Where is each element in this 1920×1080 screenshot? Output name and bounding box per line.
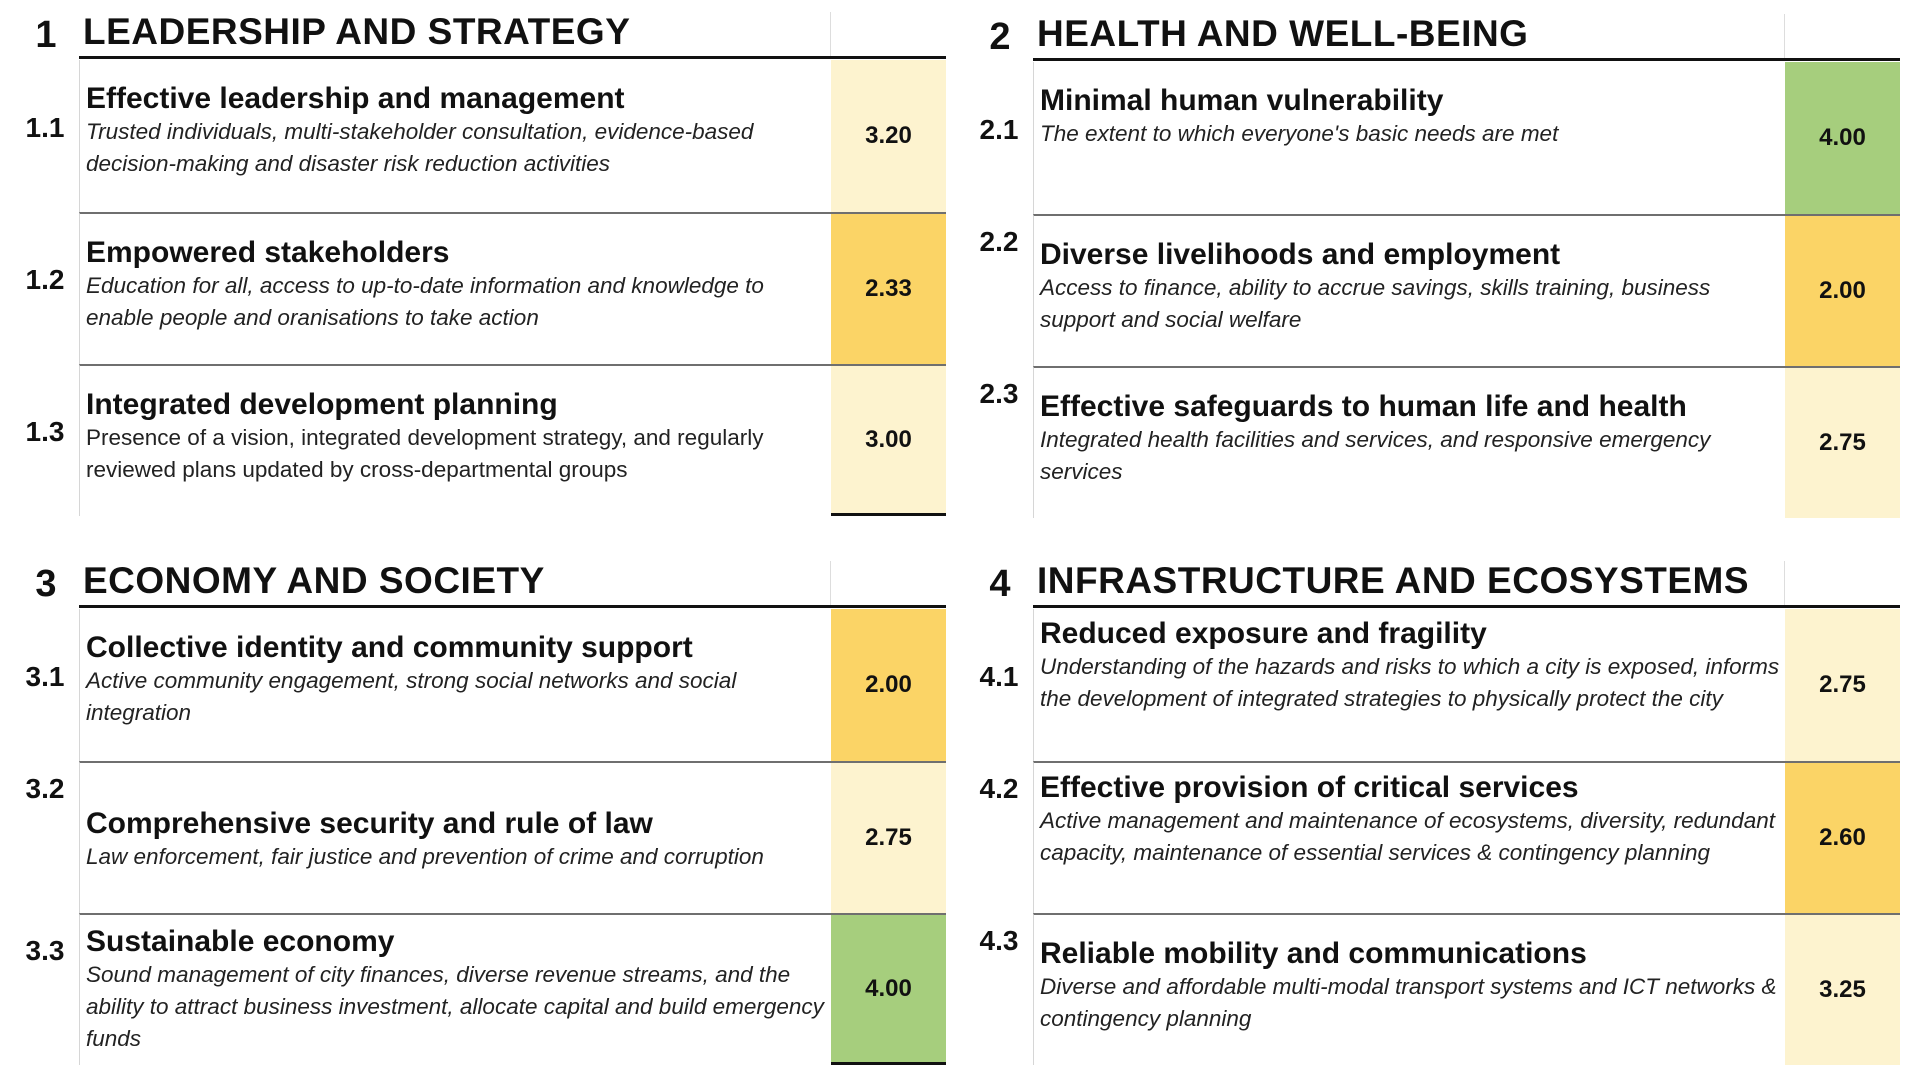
indicator-description: Presence of a vision, integrated develop… <box>86 425 764 482</box>
quadrant-infrastructure-ecosystems: 4 INFRASTRUCTURE AND ECOSYSTEMS 4.1 Redu… <box>960 555 1900 1065</box>
quadrant-header: 4 INFRASTRUCTURE AND ECOSYSTEMS <box>960 555 1900 609</box>
indicator-body: Diverse livelihoods and employment Acces… <box>1033 214 1785 366</box>
quadrant-economy-society: 3 ECONOMY AND SOCIETY 3.1 Collective ide… <box>6 555 946 1065</box>
indicator-row: 4.1 Reduced exposure and fragility Under… <box>960 609 1900 761</box>
indicator-row: 1.2 Empowered stakeholders Education for… <box>6 212 946 364</box>
score-column-header <box>830 12 946 56</box>
quadrant-header: 2 HEALTH AND WELL-BEING <box>960 8 1900 62</box>
quadrant-header: 3 ECONOMY AND SOCIETY <box>6 555 946 609</box>
indicator-score: 4.00 <box>1785 62 1900 214</box>
indicator-title: Diverse livelihoods and employment <box>1040 238 1561 271</box>
indicator-row: 2.2 Diverse livelihoods and employment A… <box>960 214 1900 366</box>
indicator-body: Reduced exposure and fragility Understan… <box>1033 609 1785 761</box>
indicator-number: 3.2 <box>25 773 65 804</box>
indicator-title: Reliable mobility and communications <box>1040 937 1587 970</box>
indicator-body: Integrated development planning Presence… <box>79 364 831 516</box>
indicator-score: 2.75 <box>1785 609 1900 761</box>
indicator-body: Empowered stakeholders Education for all… <box>79 212 831 364</box>
indicator-number: 2.1 <box>979 114 1019 145</box>
quadrant-number: 3 <box>35 563 57 605</box>
indicator-row: 4.3 Reliable mobility and communications… <box>960 913 1900 1065</box>
quadrant-number: 2 <box>989 16 1011 58</box>
indicator-description: Active community engagement, strong soci… <box>86 668 737 725</box>
indicator-description: Law enforcement, fair justice and preven… <box>86 844 764 869</box>
quadrant-title-text: ECONOMY AND SOCIETY <box>83 560 545 601</box>
indicator-body: Comprehensive security and rule of law L… <box>79 761 831 913</box>
indicator-title: Reduced exposure and fragility <box>1040 617 1487 650</box>
indicator-description: Access to finance, ability to accrue sav… <box>1040 275 1711 332</box>
quadrant-number: 4 <box>989 563 1011 605</box>
score-column-header <box>830 561 946 605</box>
indicator-description: Diverse and affordable multi-modal trans… <box>1040 974 1777 1031</box>
quadrant-health-well-being: 2 HEALTH AND WELL-BEING 2.1 Minimal huma… <box>960 8 1900 518</box>
indicator-title: Empowered stakeholders <box>86 236 450 269</box>
quadrant-leadership-strategy: 1 LEADERSHIP AND STRATEGY 1.1 Effective … <box>6 6 946 516</box>
indicator-body: Sustainable economy Sound management of … <box>79 913 831 1065</box>
quadrant-title-text: HEALTH AND WELL-BEING <box>1037 13 1529 54</box>
score-column-header <box>1784 561 1900 605</box>
quadrant-title: INFRASTRUCTURE AND ECOSYSTEMS <box>1033 561 1900 608</box>
indicator-title: Minimal human vulnerability <box>1040 84 1444 117</box>
quadrant-title-text: LEADERSHIP AND STRATEGY <box>83 11 631 52</box>
indicator-title: Comprehensive security and rule of law <box>86 807 653 840</box>
indicator-row: 1.1 Effective leadership and management … <box>6 60 946 212</box>
indicator-score: 4.00 <box>831 913 946 1065</box>
quadrant-title-text: INFRASTRUCTURE AND ECOSYSTEMS <box>1037 560 1750 601</box>
indicator-row: 3.1 Collective identity and community su… <box>6 609 946 761</box>
indicator-row: 3.2 Comprehensive security and rule of l… <box>6 761 946 913</box>
quadrant-title: ECONOMY AND SOCIETY <box>79 561 946 608</box>
indicator-number: 3.1 <box>25 661 65 692</box>
indicator-title: Effective leadership and management <box>86 82 625 115</box>
indicator-title: Effective safeguards to human life and h… <box>1040 390 1687 423</box>
quadrant-header: 1 LEADERSHIP AND STRATEGY <box>6 6 946 60</box>
indicator-number: 1.1 <box>25 112 65 143</box>
indicator-description: Active management and maintenance of eco… <box>1040 808 1775 865</box>
indicator-number: 2.3 <box>979 378 1019 409</box>
indicator-score: 2.75 <box>831 761 946 913</box>
indicator-number: 1.2 <box>25 264 65 295</box>
indicator-title: Collective identity and community suppor… <box>86 631 693 664</box>
indicator-title: Integrated development planning <box>86 388 558 421</box>
indicator-number: 1.3 <box>25 416 65 447</box>
indicator-number: 4.3 <box>979 925 1019 956</box>
indicator-score: 3.00 <box>831 364 946 516</box>
quadrant-title: HEALTH AND WELL-BEING <box>1033 14 1900 61</box>
indicator-number: 4.1 <box>979 661 1019 692</box>
indicator-row: 4.2 Effective provision of critical serv… <box>960 761 1900 913</box>
indicator-score: 2.60 <box>1785 761 1900 913</box>
indicator-description: Education for all, access to up-to-date … <box>86 273 764 330</box>
indicator-row: 1.3 Integrated development planning Pres… <box>6 364 946 516</box>
indicator-score: 3.20 <box>831 60 946 212</box>
indicator-description: Integrated health facilities and service… <box>1040 427 1711 484</box>
indicator-score: 2.00 <box>831 609 946 761</box>
indicator-body: Effective provision of critical services… <box>1033 761 1785 913</box>
indicator-row: 3.3 Sustainable economy Sound management… <box>6 913 946 1065</box>
score-column-header <box>1784 14 1900 58</box>
indicator-title: Effective provision of critical services <box>1040 771 1579 804</box>
quadrant-title: LEADERSHIP AND STRATEGY <box>79 12 946 59</box>
indicator-body: Effective safeguards to human life and h… <box>1033 366 1785 518</box>
indicator-description: The extent to which everyone's basic nee… <box>1040 121 1559 146</box>
indicator-number: 3.3 <box>25 935 65 966</box>
indicator-score: 2.33 <box>831 212 946 364</box>
indicator-number: 4.2 <box>979 773 1019 804</box>
quadrant-number: 1 <box>35 14 57 56</box>
indicator-body: Collective identity and community suppor… <box>79 609 831 761</box>
indicator-score: 3.25 <box>1785 913 1900 1065</box>
indicator-description: Trusted individuals, multi-stakeholder c… <box>86 119 754 176</box>
indicator-body: Minimal human vulnerability The extent t… <box>1033 62 1785 214</box>
indicator-description: Sound management of city finances, diver… <box>86 962 824 1051</box>
indicator-number: 2.2 <box>979 226 1019 257</box>
indicator-row: 2.1 Minimal human vulnerability The exte… <box>960 62 1900 214</box>
indicator-score: 2.75 <box>1785 366 1900 518</box>
indicator-score: 2.00 <box>1785 214 1900 366</box>
indicator-title: Sustainable economy <box>86 925 395 958</box>
indicator-body: Reliable mobility and communications Div… <box>1033 913 1785 1065</box>
indicator-body: Effective leadership and management Trus… <box>79 60 831 212</box>
indicator-description: Understanding of the hazards and risks t… <box>1040 654 1780 711</box>
indicator-row: 2.3 Effective safeguards to human life a… <box>960 366 1900 518</box>
